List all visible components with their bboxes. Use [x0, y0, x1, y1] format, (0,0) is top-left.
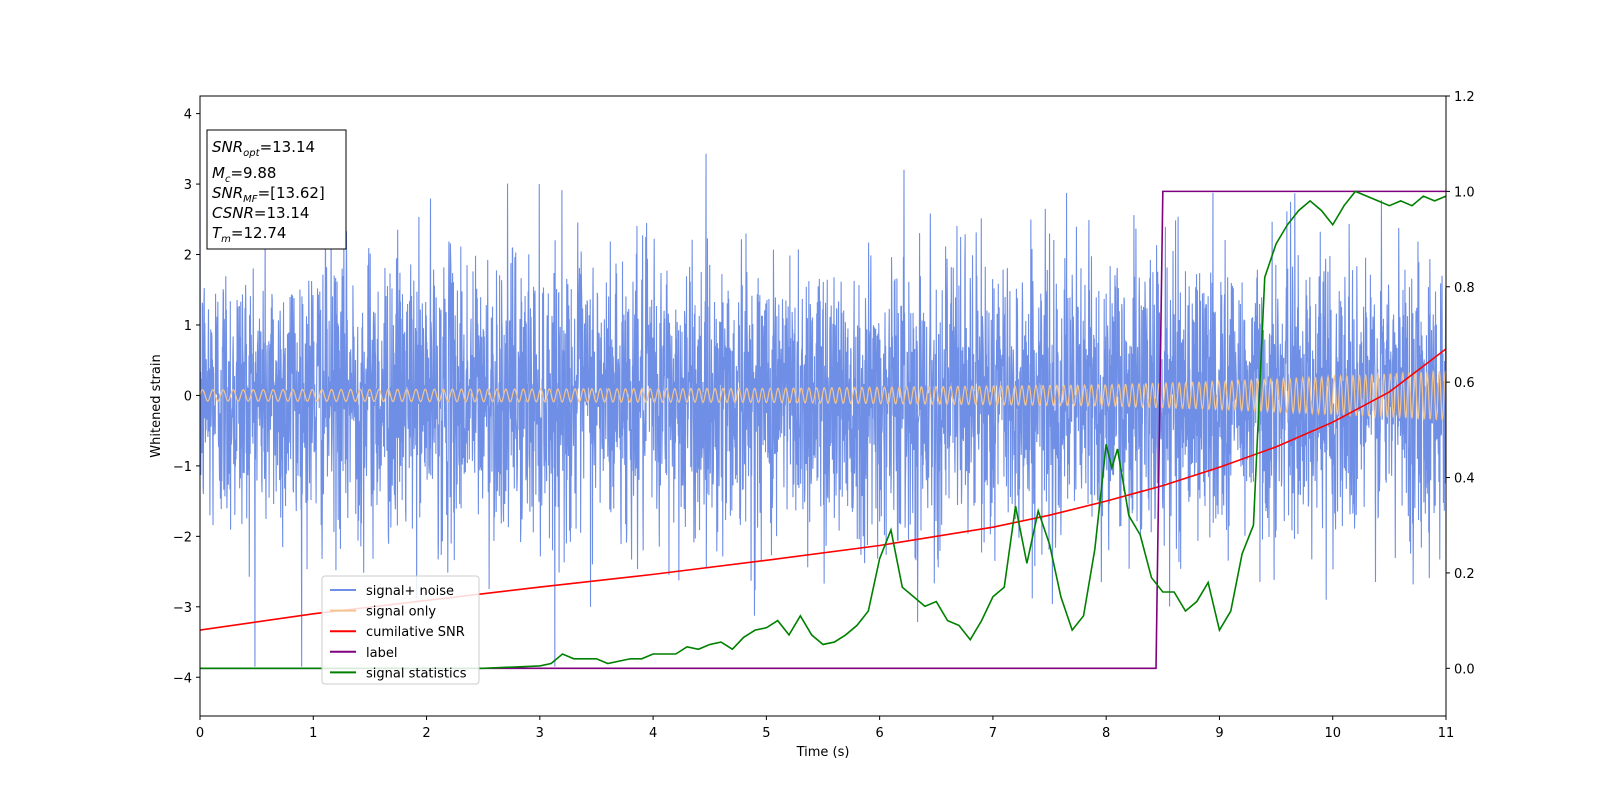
x-tick-label: 0: [196, 726, 204, 741]
series-signal-only-line: [200, 369, 1446, 421]
legend-label: cumilative SNR: [366, 625, 465, 640]
plot-area: [200, 153, 1446, 670]
x-tick-label: 3: [536, 726, 544, 741]
info-snr-mf: SNRMF=[13.62]: [212, 184, 325, 205]
x-tick-label: 2: [422, 726, 430, 741]
y-right-tick-label: 0.8: [1454, 281, 1475, 296]
x-tick-label: 7: [989, 726, 997, 741]
info-box-frame: [206, 129, 347, 250]
y-left-tick-label: −2: [173, 530, 192, 545]
y-right-tick-label: 0.4: [1454, 472, 1475, 487]
y-right-tick-label: 0.2: [1454, 567, 1475, 582]
y-left-tick-label: 3: [184, 178, 192, 193]
info-snr-opt: SNRopt=13.14: [212, 138, 315, 159]
x-tick-label: 11: [1438, 726, 1455, 741]
x-tick-label: 9: [1215, 726, 1223, 741]
y-left-tick-label: −3: [173, 601, 192, 616]
x-tick-label: 5: [762, 726, 770, 741]
info-box: SNRopt=13.14 Mc=9.88 SNRMF=[13.62] CSNR=…: [206, 129, 347, 250]
series-signal-statistics-line: [200, 190, 1446, 670]
axes-frame: [199, 95, 1447, 717]
legend-frame: [321, 575, 480, 685]
legend-label: label: [366, 646, 397, 661]
x-tick-label: 6: [875, 726, 883, 741]
legend-label: signal only: [366, 605, 436, 620]
y-right-tick-label: 1.2: [1454, 90, 1475, 105]
y-right-tick-label: 1.0: [1454, 185, 1475, 200]
y-axis-title: Whitened strain: [149, 354, 164, 457]
y-right-tick-label: 0.6: [1454, 376, 1475, 391]
y-right-tick-label: 0.0: [1454, 662, 1475, 677]
series-cumulative-snr-line: [200, 348, 1446, 631]
y-left-tick-label: 0: [184, 389, 192, 404]
y-left-tick-label: −4: [173, 671, 192, 686]
y-left-tick-label: 2: [184, 249, 192, 264]
y-left-tick-label: −1: [173, 460, 192, 475]
info-tm: Tm=12.74: [212, 224, 286, 245]
x-tick-label: 10: [1324, 726, 1341, 741]
axis-ticks: 0 1 2 3 4 5 6 7 8 9 10 11 −4 −3 −2 −1 0 1 2 3 4 0.0 0.2 0.4 0.6 0…: [173, 90, 1475, 741]
y-left-tick-label: 4: [184, 108, 192, 123]
y-left-tick-label: 1: [184, 319, 192, 334]
x-tick-label: 4: [649, 726, 657, 741]
legend-label: signal statistics: [366, 666, 467, 681]
info-mc: Mc=9.88: [212, 164, 276, 185]
info-csnr: CSNR=13.14: [212, 204, 309, 222]
series-label-line: [200, 190, 1446, 670]
legend: signal+ noise signal only cumilative SNR la…: [321, 575, 480, 685]
x-axis-title: Time (s): [796, 745, 850, 760]
x-tick-label: 8: [1102, 726, 1110, 741]
x-tick-label: 1: [309, 726, 317, 741]
legend-label: signal+ noise: [366, 584, 454, 599]
